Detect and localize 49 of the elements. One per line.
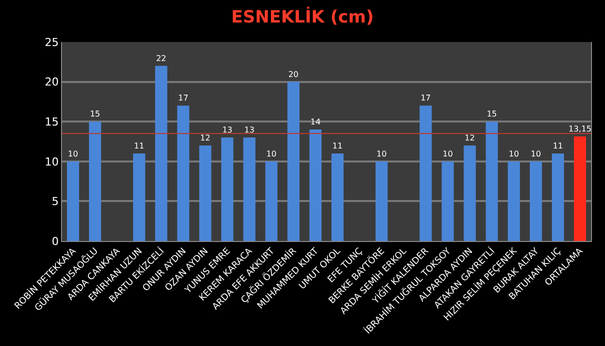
data-label: 10 (508, 149, 519, 158)
bar (66, 161, 80, 241)
y-tick-label: 20 (44, 76, 59, 89)
data-label: 11 (332, 141, 343, 150)
data-label: 20 (288, 70, 299, 79)
bar (309, 130, 322, 241)
bar (552, 153, 564, 241)
bar (177, 106, 190, 241)
bar (287, 82, 300, 241)
bar (331, 153, 344, 241)
data-label: 12 (200, 133, 210, 142)
data-label: 14 (310, 118, 321, 127)
data-label: 17 (178, 94, 188, 103)
data-label: 11 (552, 141, 564, 150)
chart-title: ESNEKLİK (cm) (231, 6, 374, 28)
data-label: 10 (266, 149, 276, 158)
data-label: 15 (90, 110, 100, 119)
y-tick-label: 10 (44, 155, 59, 168)
data-label: 10 (376, 149, 387, 158)
bar (221, 138, 234, 241)
data-label: 13 (222, 126, 232, 135)
data-label: 10 (68, 149, 78, 158)
bar (530, 161, 542, 241)
data-label: 10 (442, 149, 453, 158)
bar (265, 161, 278, 241)
bar (420, 106, 432, 241)
bar (508, 161, 520, 241)
bar (442, 161, 454, 241)
data-label: 11 (134, 141, 144, 150)
y-tick-label: 5 (52, 195, 59, 208)
bar (376, 161, 388, 241)
data-label: 10 (530, 149, 541, 158)
bar (133, 153, 146, 241)
data-label: 22 (156, 54, 166, 63)
data-label: 15 (486, 110, 497, 119)
data-label: 13,15 (568, 124, 592, 134)
bar (464, 145, 476, 241)
bar (199, 145, 212, 241)
bar (486, 122, 498, 241)
data-label: 13 (244, 126, 254, 135)
data-label: 17 (420, 94, 431, 103)
y-tick-label: 15 (44, 115, 59, 128)
bar (243, 138, 256, 241)
bar (89, 122, 102, 241)
y-tick-label: 0 (52, 234, 59, 248)
bar (574, 136, 586, 241)
y-tick-label: 25 (44, 36, 59, 49)
data-label: 12 (464, 133, 475, 142)
bar (155, 66, 168, 241)
